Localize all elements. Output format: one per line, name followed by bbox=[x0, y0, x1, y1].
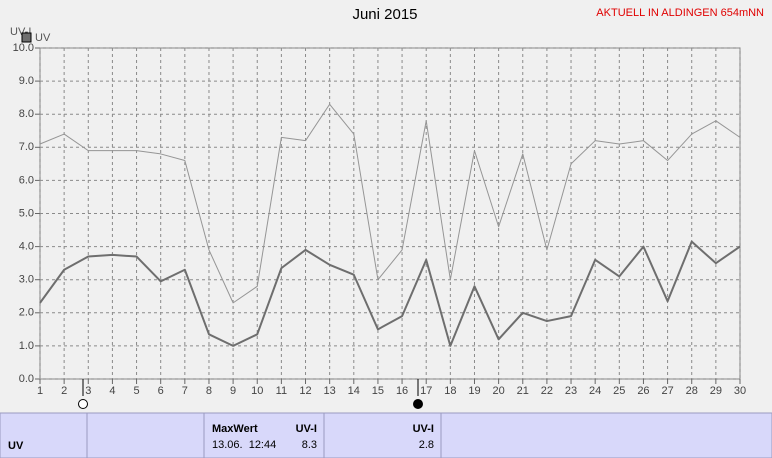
x-tick-label: 9 bbox=[230, 385, 236, 397]
y-tick-label: 8.0 bbox=[19, 108, 34, 120]
x-tick-label: 3 bbox=[85, 385, 91, 397]
x-tick-label: 10 bbox=[251, 385, 263, 397]
y-tick-label: 10.0 bbox=[13, 42, 34, 54]
x-tick-label: 13 bbox=[324, 385, 336, 397]
series-line bbox=[39, 103, 741, 304]
x-tick-label: 5 bbox=[133, 385, 139, 397]
x-tick-label: 27 bbox=[661, 385, 673, 397]
current-value: 2.8 bbox=[419, 439, 434, 451]
x-tick-label: 4 bbox=[109, 385, 115, 397]
table-bg bbox=[0, 412, 772, 458]
y-tick-label: 1.0 bbox=[19, 340, 34, 352]
x-tick-label: 6 bbox=[158, 385, 164, 397]
max-value: 8.3 bbox=[302, 439, 317, 451]
moon-new bbox=[413, 399, 423, 409]
x-tick-label: 30 bbox=[734, 385, 746, 397]
series-line bbox=[39, 240, 741, 347]
y-tick-label: 6.0 bbox=[19, 174, 34, 186]
legend-swatch bbox=[21, 32, 32, 43]
marks bbox=[39, 103, 741, 347]
current-unit: UV-I bbox=[413, 423, 434, 435]
y-tick-label: 2.0 bbox=[19, 307, 34, 319]
x-tick-label: 26 bbox=[637, 385, 649, 397]
x-tick-label: 20 bbox=[492, 385, 504, 397]
x-tick-label: 1 bbox=[37, 385, 43, 397]
x-tick-label: 16 bbox=[396, 385, 408, 397]
station-label: AKTUELL IN ALDINGEN 654mNN bbox=[596, 7, 764, 19]
x-tick-label: 22 bbox=[541, 385, 553, 397]
max-unit: UV-I bbox=[296, 423, 317, 435]
max-header: MaxWert bbox=[212, 423, 258, 435]
y-tick-label: 0.0 bbox=[19, 373, 34, 385]
row-label: UV bbox=[8, 440, 24, 452]
x-tick-label: 17 bbox=[420, 385, 432, 397]
x-tick-label: 28 bbox=[686, 385, 698, 397]
x-tick-label: 7 bbox=[182, 385, 188, 397]
x-tick-label: 14 bbox=[348, 385, 360, 397]
x-tick-label: 11 bbox=[276, 385, 287, 397]
x-tick-label: 12 bbox=[299, 385, 311, 397]
x-tick-label: 24 bbox=[589, 385, 601, 397]
y-tick-label: 3.0 bbox=[19, 274, 34, 286]
x-tick-label: 18 bbox=[444, 385, 456, 397]
grid: 0.01.02.03.04.05.06.07.08.09.010.01 2 3 4 5 6… bbox=[13, 42, 747, 397]
x-tick-label: 8 bbox=[206, 385, 212, 397]
x-tick-label: 2 bbox=[61, 385, 67, 397]
x-tick-label: 15 bbox=[372, 385, 384, 397]
legend-label: UV bbox=[35, 32, 51, 44]
x-tick-label: 25 bbox=[613, 385, 625, 397]
moon-full bbox=[78, 399, 88, 409]
max-time: 13.06. 12:44 bbox=[212, 439, 276, 451]
x-tick-label: 23 bbox=[565, 385, 577, 397]
info-table: UV MaxWert UV-I 13.06. 12:44 8.3 UV-I 2.… bbox=[0, 412, 772, 458]
y-tick-label: 7.0 bbox=[19, 141, 34, 153]
x-tick-label: 21 bbox=[517, 385, 529, 397]
y-tick-label: 9.0 bbox=[19, 75, 34, 87]
x-tick-label: 29 bbox=[710, 385, 722, 397]
x-tick-label: 19 bbox=[468, 385, 480, 397]
y-tick-label: 4.0 bbox=[19, 241, 34, 253]
y-tick-label: 5.0 bbox=[19, 207, 34, 219]
chart-title: Juni 2015 bbox=[352, 6, 417, 23]
